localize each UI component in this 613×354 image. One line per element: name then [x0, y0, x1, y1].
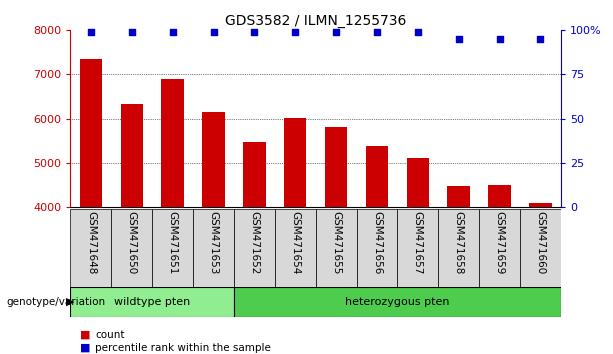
Bar — [234, 287, 561, 317]
Bar — [325, 127, 348, 207]
Point — [413, 29, 423, 35]
Point — [249, 29, 259, 35]
Text: GSM471658: GSM471658 — [454, 211, 463, 275]
Text: GSM471651: GSM471651 — [168, 211, 178, 275]
Bar — [161, 79, 184, 207]
Bar — [193, 209, 234, 289]
Text: GSM471648: GSM471648 — [86, 211, 96, 275]
Bar — [80, 59, 102, 207]
Bar — [397, 209, 438, 289]
Text: GSM471653: GSM471653 — [208, 211, 218, 275]
Text: GSM471656: GSM471656 — [372, 211, 382, 275]
Bar — [70, 287, 234, 317]
Point — [454, 36, 463, 42]
Bar — [202, 112, 225, 207]
Text: ▶: ▶ — [66, 297, 75, 307]
Text: genotype/variation: genotype/variation — [6, 297, 105, 307]
Bar — [243, 142, 265, 207]
Point — [208, 29, 218, 35]
Title: GDS3582 / ILMN_1255736: GDS3582 / ILMN_1255736 — [225, 14, 406, 28]
Text: GSM471657: GSM471657 — [413, 211, 423, 275]
Bar — [366, 146, 388, 207]
Bar — [234, 209, 275, 289]
Bar — [121, 103, 143, 207]
Point — [495, 36, 504, 42]
Text: heterozygous pten: heterozygous pten — [345, 297, 450, 307]
Point — [331, 29, 341, 35]
Bar — [357, 209, 397, 289]
Bar — [520, 209, 561, 289]
Bar — [112, 209, 152, 289]
Point — [536, 36, 546, 42]
Bar — [406, 159, 429, 207]
Text: count: count — [95, 330, 124, 339]
Text: wildtype pten: wildtype pten — [114, 297, 191, 307]
Bar — [284, 118, 306, 207]
Bar — [316, 209, 357, 289]
Text: GSM471652: GSM471652 — [249, 211, 259, 275]
Text: GSM471660: GSM471660 — [536, 211, 546, 274]
Bar — [447, 186, 470, 207]
Bar — [489, 185, 511, 207]
Text: ■: ■ — [80, 343, 90, 353]
Text: percentile rank within the sample: percentile rank within the sample — [95, 343, 271, 353]
Point — [291, 29, 300, 35]
Text: GSM471659: GSM471659 — [495, 211, 504, 275]
Text: GSM471654: GSM471654 — [291, 211, 300, 275]
Point — [372, 29, 382, 35]
Bar — [479, 209, 520, 289]
Text: GSM471655: GSM471655 — [331, 211, 341, 275]
Bar — [152, 209, 193, 289]
Bar — [529, 203, 552, 207]
Point — [168, 29, 178, 35]
Point — [127, 29, 137, 35]
Text: ■: ■ — [80, 330, 90, 339]
Point — [86, 29, 96, 35]
Bar — [275, 209, 316, 289]
Text: GSM471650: GSM471650 — [127, 211, 137, 274]
Bar — [70, 209, 112, 289]
Bar — [438, 209, 479, 289]
